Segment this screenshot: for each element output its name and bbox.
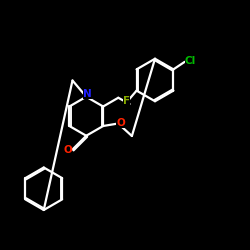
Text: O: O	[116, 118, 125, 128]
Text: F: F	[123, 96, 130, 106]
Text: Cl: Cl	[184, 56, 196, 66]
Text: N: N	[83, 89, 92, 99]
Text: O: O	[64, 145, 72, 155]
